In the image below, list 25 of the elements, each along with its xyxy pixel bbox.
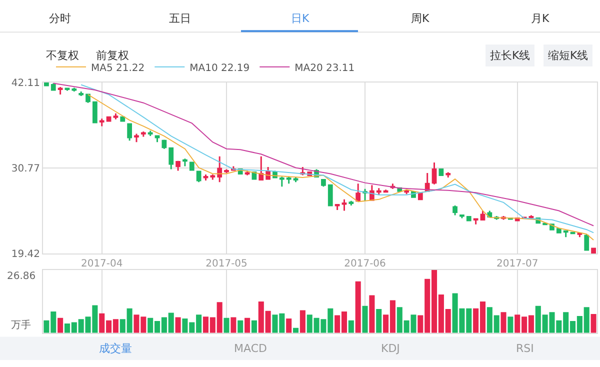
- text: 前复权: [96, 49, 129, 62]
- text: 分时: [49, 12, 71, 25]
- legend-label: MA20 23.11: [294, 62, 355, 74]
- text: 月K: [531, 12, 550, 25]
- text: 万手: [11, 319, 31, 331]
- legend-label: MA5 21.22: [91, 62, 145, 74]
- text: 缩短K线: [548, 49, 588, 62]
- y-tick-label: 19.42: [11, 249, 40, 260]
- text: 五日: [169, 12, 191, 25]
- text: 拉长K线: [490, 49, 530, 62]
- x-tick-label: 2017-06: [344, 258, 386, 270]
- text: 26.86: [7, 271, 36, 282]
- text: KDJ: [381, 342, 400, 355]
- text: 周K: [411, 12, 430, 25]
- x-tick-label: 2017-05: [206, 258, 248, 270]
- text: 成交量: [99, 342, 132, 355]
- text: MACD: [234, 342, 267, 355]
- y-tick-label: 42.11: [11, 78, 40, 89]
- text: 不复权: [46, 49, 79, 62]
- x-tick-label: 2017-07: [496, 258, 538, 270]
- x-tick-label: 2017-04: [80, 258, 123, 270]
- y-tick-label: 30.77: [11, 163, 40, 174]
- text: 日K: [291, 12, 310, 25]
- text: RSI: [516, 342, 534, 355]
- legend-label: MA10 22.19: [190, 62, 250, 74]
